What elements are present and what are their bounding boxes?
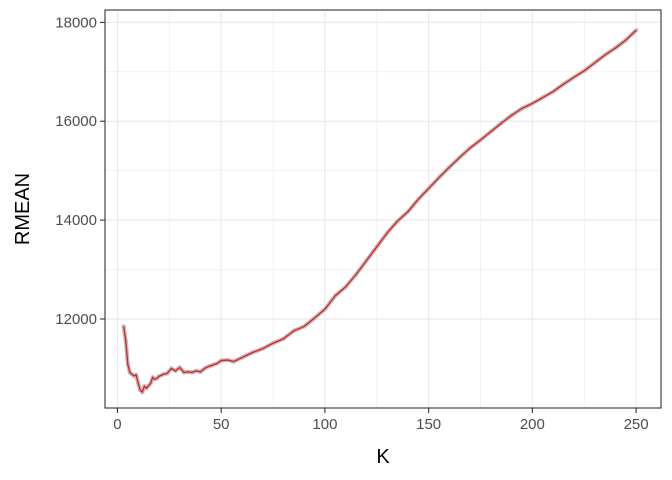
series-line — [123, 29, 637, 393]
panel-border — [104, 9, 662, 409]
y-axis-title: RMEAN — [12, 173, 34, 245]
x-tick-label: 250 — [624, 416, 649, 433]
plot-panel — [105, 10, 661, 408]
x-tick-label: 50 — [213, 416, 230, 433]
x-tick-label: 150 — [416, 416, 441, 433]
y-tick-label: 16000 — [55, 113, 97, 130]
y-tick-label: 14000 — [55, 212, 97, 229]
y-axis-ticks: 12000 14000 16000 18000 — [55, 14, 105, 328]
minor-gridlines — [105, 10, 661, 408]
x-tick-label: 100 — [312, 416, 337, 433]
x-tick-label: 200 — [520, 416, 545, 433]
data-series — [121, 28, 639, 395]
y-tick-label: 12000 — [55, 311, 97, 328]
x-tick-label: 0 — [113, 416, 121, 433]
y-tick-label: 18000 — [55, 14, 97, 31]
x-axis-ticks: 0 50 100 150 200 250 — [113, 408, 649, 433]
x-axis-title: K — [376, 446, 390, 468]
major-gridlines — [105, 10, 661, 408]
